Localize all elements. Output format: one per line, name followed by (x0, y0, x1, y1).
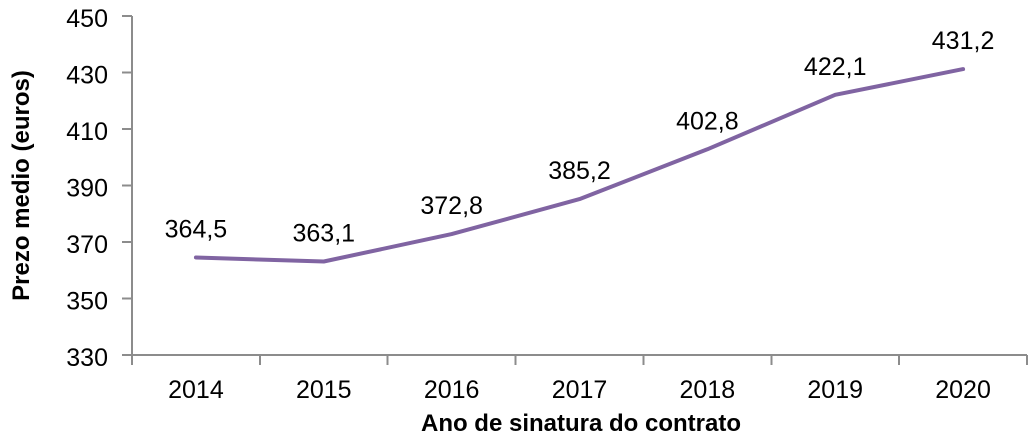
data-label: 385,2 (548, 157, 611, 185)
x-axis-category-label: 2019 (807, 376, 863, 404)
data-label: 422,1 (804, 53, 867, 81)
y-axis-tick-label: 410 (66, 118, 108, 146)
series-line (193, 67, 966, 264)
x-axis-category-label: 2020 (935, 376, 991, 404)
y-axis-tick-label: 390 (66, 175, 108, 203)
x-axis-category-label: 2017 (552, 376, 608, 404)
chart-plot-area: 330 350 370 390 410 430 450 2014 2015 2016 2017 201… (66, 5, 1028, 404)
data-label: 364,5 (165, 216, 228, 244)
x-axis-category-label: 2016 (424, 376, 480, 404)
x-axis-category-label: 2014 (168, 376, 224, 404)
x-axis-title: Ano de sinatura do contrato (421, 410, 741, 437)
y-axis-tick-label: 370 (66, 231, 108, 259)
y-axis-tick-label: 330 (66, 344, 108, 372)
y-axis-title: Prezo medio (euros) (8, 70, 35, 301)
data-label: 363,1 (293, 219, 356, 247)
x-axis-category-label: 2015 (296, 376, 352, 404)
y-axis-tick-label: 450 (66, 5, 108, 33)
data-label: 402,8 (676, 107, 739, 135)
y-axis-tick-label: 350 (66, 288, 108, 316)
data-label: 431,2 (932, 27, 995, 55)
x-axis-category-label: 2018 (680, 376, 736, 404)
data-label: 372,8 (420, 192, 483, 220)
y-axis-tick-label: 430 (66, 62, 108, 90)
